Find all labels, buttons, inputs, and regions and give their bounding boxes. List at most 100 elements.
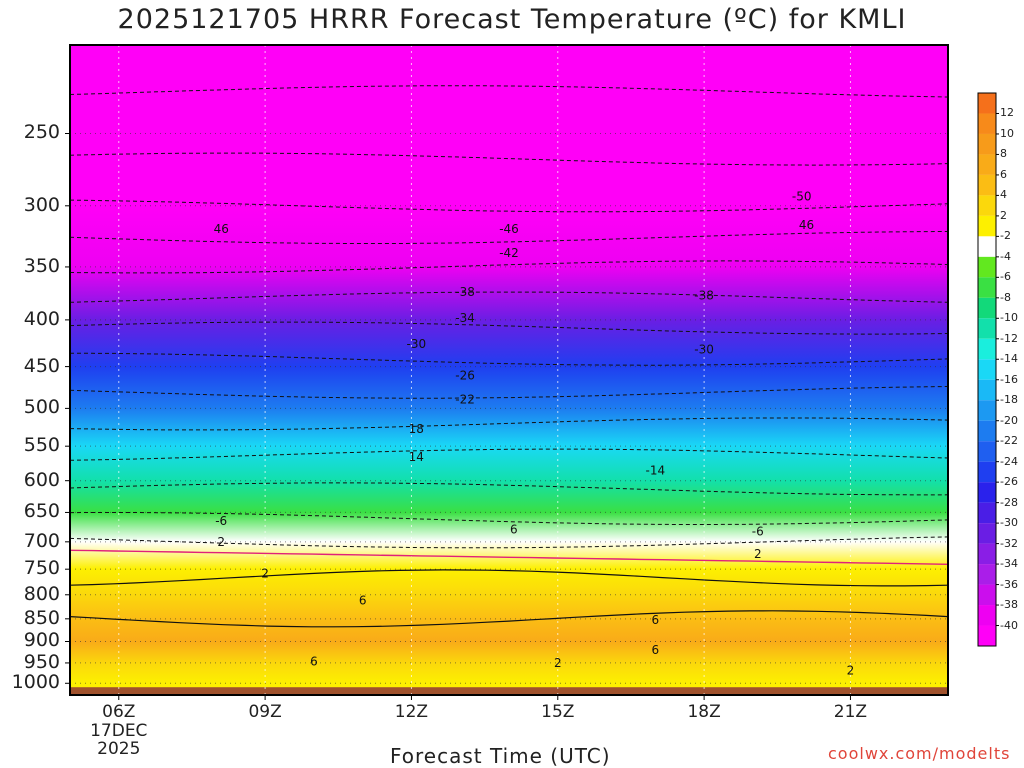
contour-label: 2 [847,663,855,677]
contour-label: 6 [652,643,660,657]
contour-label-text: -6 [215,514,227,528]
x-tick-label: 12Z [394,702,429,722]
contour-label: 18 [409,422,424,436]
y-tick-label: 250 [23,121,60,144]
colorbar-tick-label: -24 [1000,454,1018,468]
contour-label-text: -22 [455,393,475,407]
x-tick-label: 18Z [687,702,721,722]
y-tick-label: 550 [23,434,60,457]
contour-label-text: 2 [261,566,269,580]
y-tick-label: 700 [23,529,60,552]
temperature-field [70,45,948,695]
colorbar-segment [978,605,996,626]
credit-link[interactable]: coolwx.com/modelts [828,744,1011,763]
contour-label: -38 [455,285,475,299]
contour-label: -22 [455,393,475,407]
contour-label-text: 2 [217,535,225,549]
colorbar-tick-label: -4 [1000,249,1011,263]
isotherm-negative [69,536,949,549]
isotherm-negative [69,199,949,213]
y-tick-label: 300 [23,193,60,216]
contour-label-text: 46 [214,222,229,236]
contour-label: 2 [261,566,269,580]
contour-label: -14 [646,464,666,478]
colorbar-segment [978,133,996,155]
isotherm-negative [69,482,949,496]
contour-label: -34 [455,311,475,325]
contour-label: 14 [409,450,424,464]
colorbar-tick-label: 12 [1000,106,1014,120]
colorbar-tick-label: 8 [1000,147,1007,161]
contour-label-text: -26 [455,368,475,382]
y-tick-label: 350 [23,254,60,277]
colorbar-segment [978,400,996,421]
contour-label-text: -50 [792,189,812,203]
colorbar-tick-label: -26 [1000,475,1018,489]
colorbar-tick-label: -34 [1000,557,1018,571]
colorbar-segment [978,318,996,339]
contour-label-text: -30 [694,342,714,356]
colorbar-tick-label: -10 [1000,311,1018,325]
freezing-line [69,549,949,565]
isotherm-negative [69,152,949,166]
colorbar-tick-label: 6 [1000,167,1007,181]
y-tick-label: 500 [23,396,60,419]
contour-label-text: 6 [510,523,518,537]
colorbar [977,92,999,647]
contour-label-text: -46 [499,222,519,236]
colorbar-tick-label: -22 [1000,434,1018,448]
colorbar-segment [978,215,996,237]
y-tick-label: 650 [23,500,60,523]
colorbar-tick-label: 4 [1000,188,1007,202]
colorbar-segment [978,359,996,380]
contour-label-text: -38 [455,285,475,299]
colorbar-segment [978,174,996,196]
colorbar-segment [978,154,996,175]
colorbar-tick-label: -28 [1000,495,1018,509]
x-tick-label: 06Z [102,702,136,722]
colorbar-tick-label: -40 [1000,618,1018,632]
colorbar-segment [978,420,996,442]
colorbar-tick-label: 2 [1000,208,1007,222]
contour-label-text: 2 [754,547,762,561]
colorbar-segment [978,564,996,585]
isotherm-positive [69,610,949,628]
contour-label-text: 6 [652,643,660,657]
isotherm-negative [69,512,949,525]
colorbar-segment [978,543,996,565]
isotherm-negative [69,417,949,431]
colorbar-segment [978,461,996,483]
ground-band [70,687,948,695]
colorbar-tick-label: -14 [1000,352,1018,366]
colorbar-segment [978,113,996,134]
colorbar-segment [978,338,996,360]
colorbar-tick-label: -12 [1000,331,1018,345]
contour-label-text: 6 [652,613,660,627]
contour-label-text: -42 [499,246,519,260]
colorbar-tick-label: -8 [1000,290,1011,304]
isotherm-negative [69,352,949,366]
contour-label: 2 [554,656,562,670]
contour-label: 6 [359,594,367,608]
contour-label: 6 [310,655,318,669]
colorbar-tick-label: -20 [1000,413,1018,427]
date-label: 17DEC [90,721,148,741]
colorbar-segment [978,625,996,646]
y-tick-label: 400 [23,307,60,330]
y-tick-label: 850 [23,606,60,629]
contour-label-text: -30 [407,337,427,351]
y-tick-label: 950 [23,650,60,673]
contour-label: -30 [694,342,714,356]
contour-label-text: 46 [799,218,814,232]
isotherm-negative [69,386,949,399]
colorbar-tick-label: -38 [1000,598,1018,612]
isotherm-positive [69,569,949,587]
colorbar-tick-label: -32 [1000,536,1018,550]
date-label: 2025 [97,739,141,759]
y-tick-label: 600 [23,468,60,491]
isotherm-negative [69,231,949,244]
contour-label: 46 [799,218,814,232]
y-tick-label: 800 [23,582,60,605]
contour-label: -42 [499,246,519,260]
